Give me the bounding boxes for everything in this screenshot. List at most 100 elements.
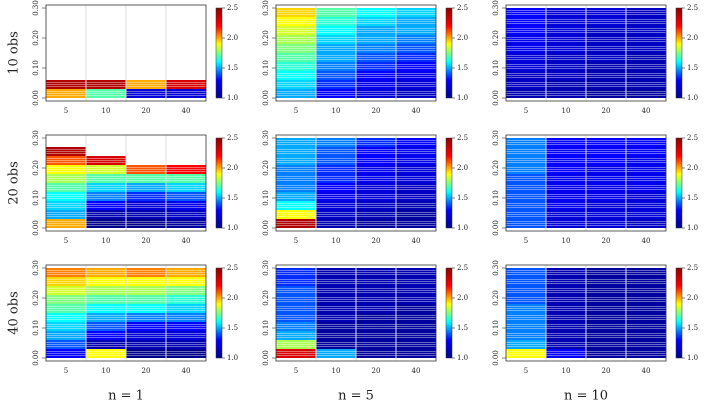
- y-tick-label: 0.00: [262, 350, 270, 366]
- colorbar: [675, 7, 683, 99]
- column-label: n = 5: [338, 389, 374, 404]
- y-tick-label: 0.20: [492, 160, 500, 176]
- colorbar-tick-label: 1.5: [227, 324, 238, 332]
- colorbar: [215, 267, 223, 359]
- colorbar-tick-label: 1.5: [457, 324, 468, 332]
- x-tick-label: 5: [294, 237, 298, 245]
- x-tick-label: 40: [412, 367, 421, 375]
- x-tick-label: 5: [64, 107, 68, 115]
- y-tick-label: 0.10: [262, 60, 270, 76]
- column-label: n = 10: [564, 389, 608, 404]
- x-tick-label: 5: [294, 107, 298, 115]
- colorbar: [445, 7, 453, 99]
- x-tick-label: 10: [562, 107, 571, 115]
- frame: [275, 134, 437, 232]
- x-tick-label: 20: [602, 367, 611, 375]
- x-tick-label: 20: [142, 367, 151, 375]
- colorbar: [215, 137, 223, 229]
- x-tick-label: 5: [64, 237, 68, 245]
- frame: [505, 264, 667, 362]
- y-tick-label: 0.10: [262, 190, 270, 206]
- frame: [505, 4, 667, 102]
- colorbar-tick-label: 1.0: [457, 354, 468, 362]
- colorbar-tick-label: 1.5: [457, 64, 468, 72]
- colorbar-tick-label: 1.0: [227, 224, 238, 232]
- x-tick-label: 10: [102, 367, 111, 375]
- x-tick-label: 10: [562, 237, 571, 245]
- y-tick-label: 0.30: [32, 130, 40, 146]
- x-tick-label: 5: [64, 367, 68, 375]
- x-tick-label: 40: [412, 237, 421, 245]
- colorbar-tick-label: 2.0: [227, 34, 238, 42]
- colorbar: [445, 137, 453, 229]
- x-tick-label: 10: [332, 367, 341, 375]
- x-tick-label: 20: [142, 237, 151, 245]
- x-tick-label: 40: [182, 237, 191, 245]
- panel: 0.00 0.10 0.20 0.30 5 10 20 40 1.0 1.5 2.0 2.5: [492, 0, 698, 115]
- y-tick-label: 0.00: [492, 90, 500, 106]
- colorbar: [215, 7, 223, 99]
- colorbar-tick-label: 2.5: [457, 4, 468, 12]
- y-tick-label: 0.10: [32, 320, 40, 336]
- row-label: 20 obs: [7, 161, 22, 205]
- colorbar-tick-label: 1.0: [687, 224, 698, 232]
- panel: 0.00 0.10 0.20 0.30 5 10 20 40 1.0 1.5 2.0 2.5: [262, 130, 468, 245]
- y-tick-label: 0.00: [492, 350, 500, 366]
- panel: 0.00 0.10 0.20 0.30 5 10 20 40 1.0 1.5 2.0 2.5: [262, 0, 468, 115]
- x-tick-label: 10: [102, 107, 111, 115]
- x-tick-label: 20: [602, 237, 611, 245]
- x-tick-label: 20: [372, 107, 381, 115]
- colorbar-tick-label: 2.0: [457, 34, 468, 42]
- colorbar-tick-label: 1.0: [457, 224, 468, 232]
- colorbar-tick-label: 1.5: [687, 324, 698, 332]
- y-tick-label: 0.00: [262, 90, 270, 106]
- y-tick-label: 0.10: [492, 320, 500, 336]
- y-tick-label: 0.20: [262, 160, 270, 176]
- x-tick-label: 10: [332, 107, 341, 115]
- x-tick-label: 40: [642, 107, 651, 115]
- x-tick-label: 20: [372, 237, 381, 245]
- y-tick-label: 0.20: [32, 290, 40, 306]
- panel: 0.00 0.10 0.20 0.30 5 10 20 40 1.0 1.5 2.0 2.5: [32, 0, 238, 115]
- colorbar-tick-label: 1.0: [227, 94, 238, 102]
- y-tick-label: 0.10: [492, 190, 500, 206]
- y-tick-label: 0.10: [32, 190, 40, 206]
- y-tick-label: 0.00: [262, 220, 270, 236]
- y-tick-label: 0.10: [262, 320, 270, 336]
- colorbar-tick-label: 2.5: [687, 264, 698, 272]
- x-tick-label: 40: [642, 237, 651, 245]
- x-tick-label: 40: [182, 367, 191, 375]
- row-label: 40 obs: [7, 291, 22, 335]
- y-tick-label: 0.30: [492, 0, 500, 16]
- colorbar-tick-label: 2.5: [457, 264, 468, 272]
- y-tick-label: 0.20: [262, 290, 270, 306]
- y-tick-label: 0.00: [32, 220, 40, 236]
- y-tick-label: 0.30: [492, 130, 500, 146]
- panel: 0.00 0.10 0.20 0.30 5 10 20 40 1.0 1.5 2.0 2.5: [32, 260, 238, 375]
- column-label: n = 1: [108, 389, 144, 404]
- y-tick-label: 0.20: [492, 30, 500, 46]
- colorbar-tick-label: 2.0: [227, 164, 238, 172]
- x-tick-label: 10: [332, 237, 341, 245]
- y-tick-label: 0.30: [262, 0, 270, 16]
- colorbar: [675, 267, 683, 359]
- colorbar-tick-label: 2.5: [687, 134, 698, 142]
- colorbar-tick-label: 2.5: [227, 4, 238, 12]
- y-tick-label: 0.10: [492, 60, 500, 76]
- panel: 0.00 0.10 0.20 0.30 5 10 20 40 1.0 1.5 2.0 2.5: [262, 260, 468, 375]
- colorbar-tick-label: 1.5: [227, 64, 238, 72]
- frame: [45, 4, 207, 102]
- colorbar-tick-label: 1.5: [687, 64, 698, 72]
- frame: [275, 264, 437, 362]
- colorbar-tick-label: 2.0: [227, 294, 238, 302]
- colorbar: [675, 137, 683, 229]
- x-tick-label: 5: [524, 107, 528, 115]
- colorbar-tick-label: 2.0: [457, 294, 468, 302]
- colorbar-tick-label: 2.5: [457, 134, 468, 142]
- x-tick-label: 20: [602, 107, 611, 115]
- y-tick-label: 0.30: [32, 0, 40, 16]
- x-tick-label: 40: [412, 107, 421, 115]
- y-tick-label: 0.00: [32, 350, 40, 366]
- y-tick-label: 0.00: [32, 90, 40, 106]
- y-tick-label: 0.30: [492, 260, 500, 276]
